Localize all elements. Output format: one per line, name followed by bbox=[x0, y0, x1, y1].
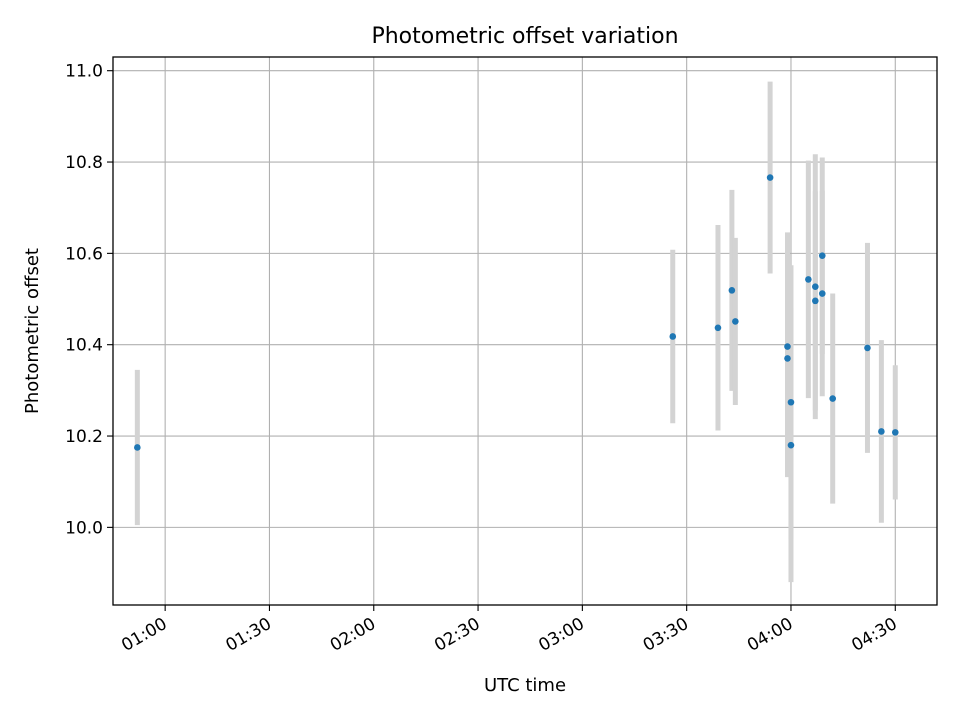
data-points bbox=[134, 174, 899, 451]
y-axis-label: Photometric offset bbox=[22, 248, 43, 414]
data-point bbox=[766, 174, 774, 181]
y-axis-ticks: 10.0 10.2 10.4 10.6 10.8 11.0 bbox=[65, 62, 113, 538]
data-point bbox=[878, 428, 885, 435]
y-tick-label: 10.6 bbox=[65, 244, 103, 264]
data-point bbox=[669, 333, 677, 340]
data-point bbox=[891, 429, 899, 436]
data-point bbox=[732, 318, 739, 325]
data-point bbox=[714, 324, 722, 332]
grid bbox=[113, 57, 937, 605]
y-tick-label: 10.2 bbox=[65, 427, 103, 447]
y-tick-label: 10.0 bbox=[65, 518, 103, 538]
chart-title: Photometric offset variation bbox=[371, 24, 678, 49]
x-axis-label: UTC time bbox=[484, 675, 566, 696]
data-point bbox=[784, 355, 791, 362]
data-point bbox=[864, 344, 871, 352]
y-tick-label: 10.8 bbox=[65, 153, 103, 173]
data-point bbox=[818, 252, 826, 259]
data-point bbox=[787, 398, 795, 406]
y-tick-label: 11.0 bbox=[65, 62, 103, 82]
data-point bbox=[805, 276, 812, 283]
y-tick-label: 10.4 bbox=[65, 336, 103, 356]
data-point bbox=[784, 343, 791, 350]
data-point bbox=[728, 287, 736, 294]
plot-frame bbox=[112, 56, 938, 606]
data-point bbox=[812, 283, 819, 291]
data-point bbox=[787, 441, 795, 449]
data-point bbox=[818, 290, 826, 297]
data-point bbox=[812, 297, 819, 305]
data-point bbox=[829, 395, 836, 402]
data-point bbox=[134, 444, 141, 451]
